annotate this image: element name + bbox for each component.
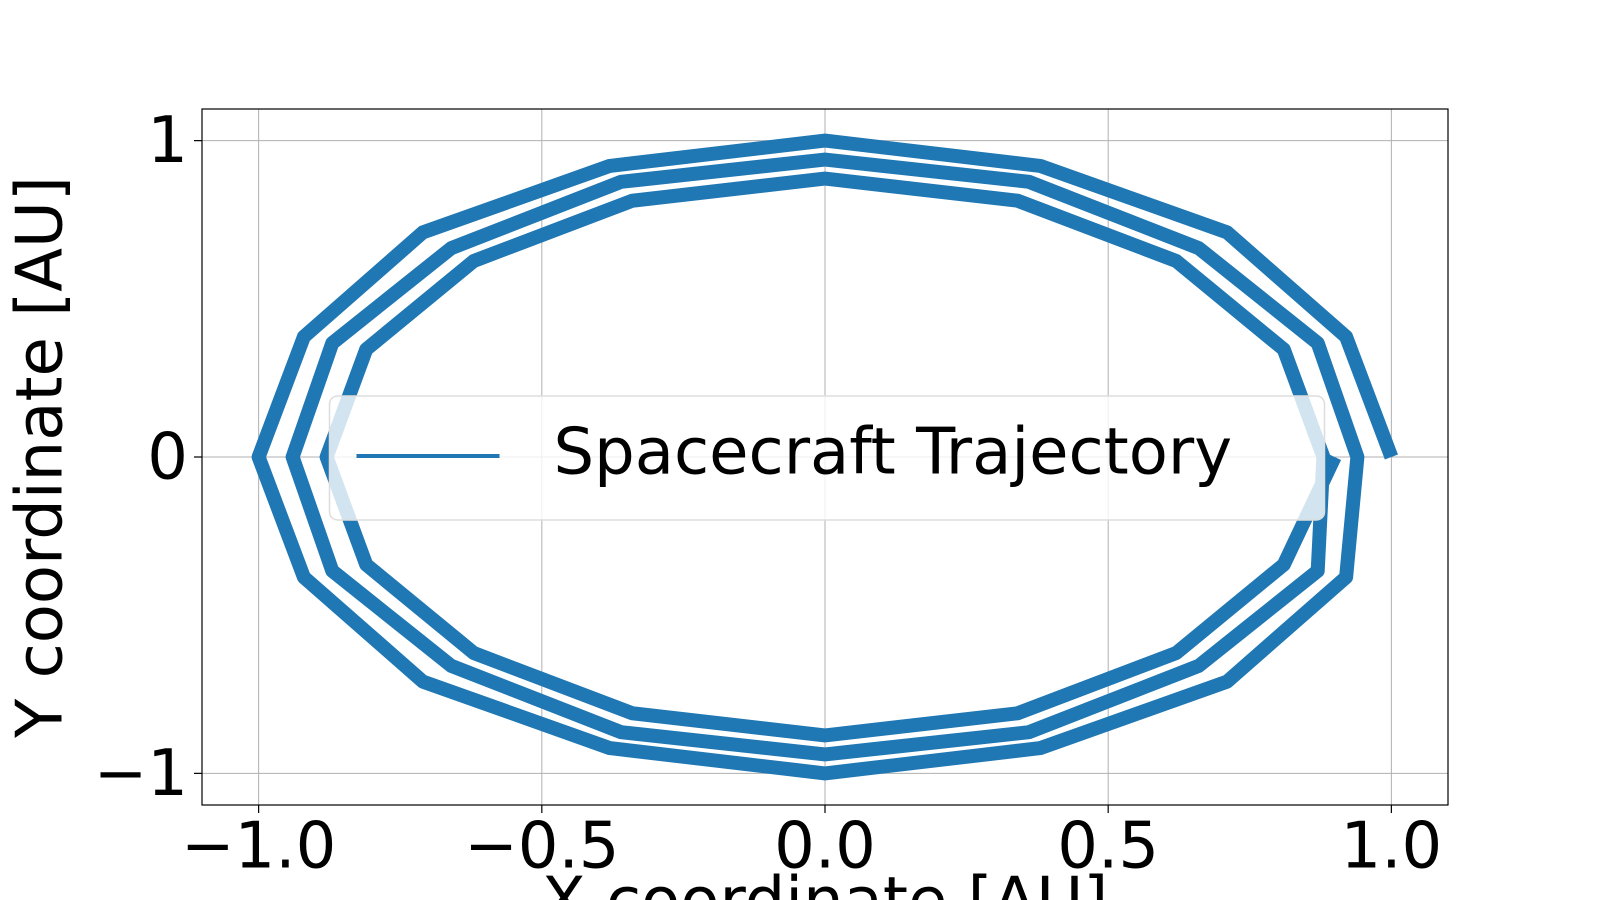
legend: Spacecraft Trajectory (328, 395, 1326, 521)
legend-frame (328, 395, 1326, 521)
trajectory-line (251, 133, 1398, 781)
y-tick-label: 0 (147, 421, 188, 495)
y-tick-label: 1 (147, 104, 188, 178)
x-tick-label: 0.5 (1057, 810, 1159, 884)
x-tick-label: 1.0 (1340, 810, 1442, 884)
plot-frame (201, 108, 1449, 806)
x-axis-label: X coordinate [AU] (542, 865, 1108, 900)
x-tick-label: 0.0 (774, 810, 876, 884)
y-tick-label: −1 (94, 737, 188, 811)
legend-label: Spacecraft Trajectory (554, 416, 1233, 490)
x-tick-label: −1.0 (181, 810, 336, 884)
y-axis-label: Y coordinate [AU] (4, 176, 78, 739)
x-tick-label: −0.5 (464, 810, 619, 884)
